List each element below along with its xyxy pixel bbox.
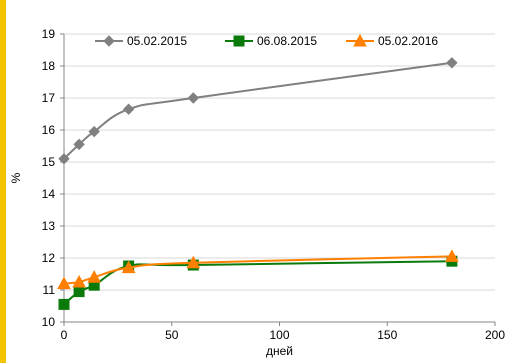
y-axis-title: % — [9, 172, 23, 183]
y-tick-label: 17 — [42, 91, 56, 105]
x-tick-label: 100 — [269, 328, 289, 342]
clipped-title-fragment-4 — [350, 0, 405, 6]
y-tick-label: 13 — [42, 219, 56, 233]
legend-label: 06.08.2015 — [257, 34, 317, 48]
partial-title-layer — [110, 0, 485, 6]
clipped-title-fragment-1 — [180, 0, 225, 6]
series-1 — [58, 255, 458, 310]
legend-marker — [103, 35, 115, 47]
x-tick-label: 50 — [165, 328, 179, 342]
axes-layer: 10 11 12 13 14 15 16 17 18 19 0 50 100 150 200 — [42, 27, 506, 342]
legend-marker — [233, 35, 245, 47]
x-axis-title: дней — [266, 344, 293, 358]
data-point — [446, 57, 458, 69]
legend: 05.02.2015 06.08.2015 05.02.2016 — [95, 33, 438, 48]
y-tick-label: 11 — [43, 283, 56, 297]
data-point — [88, 125, 100, 138]
x-tick-label: 150 — [377, 328, 397, 342]
data-point — [57, 276, 71, 290]
legend-label: 05.02.2016 — [378, 34, 438, 48]
series-line — [63, 255, 452, 285]
y-tick-label: 16 — [42, 123, 56, 137]
grid-layer — [64, 33, 495, 323]
data-point — [87, 270, 102, 283]
y-tick-label: 18 — [42, 59, 56, 73]
clipped-title-fragment-0 — [110, 0, 170, 6]
series-layer — [57, 57, 459, 310]
data-point — [187, 92, 200, 104]
series-line — [63, 260, 452, 306]
data-point — [72, 274, 86, 288]
clipped-title-fragment-2 — [235, 0, 295, 6]
y-tick-label: 15 — [42, 155, 56, 169]
legend-item: 06.08.2015 — [225, 34, 317, 48]
data-point — [122, 103, 135, 115]
y-tick-label: 10 — [42, 315, 56, 329]
data-point — [58, 298, 70, 310]
y-tick-label: 12 — [42, 251, 56, 265]
data-point — [445, 249, 459, 262]
accent-bar — [0, 0, 6, 363]
legend-item: 05.02.2016 — [346, 33, 438, 48]
x-tick-label: 0 — [61, 328, 68, 342]
data-point — [73, 286, 85, 298]
legend-marker — [353, 33, 367, 47]
legend-item: 05.02.2015 — [95, 34, 187, 48]
series-0 — [58, 57, 458, 165]
data-point — [73, 138, 85, 151]
data-point — [186, 255, 201, 269]
series-2 — [57, 249, 459, 290]
data-point — [58, 153, 70, 165]
series-line — [63, 61, 453, 160]
data-point — [121, 260, 136, 274]
y-tick-label: 14 — [42, 187, 56, 201]
clipped-title-fragment-3 — [305, 0, 345, 6]
x-tick-label: 200 — [485, 328, 505, 342]
clipped-title-fragment-5 — [415, 0, 485, 6]
y-tick-label: 19 — [42, 27, 56, 41]
legend-label: 05.02.2015 — [127, 34, 187, 48]
